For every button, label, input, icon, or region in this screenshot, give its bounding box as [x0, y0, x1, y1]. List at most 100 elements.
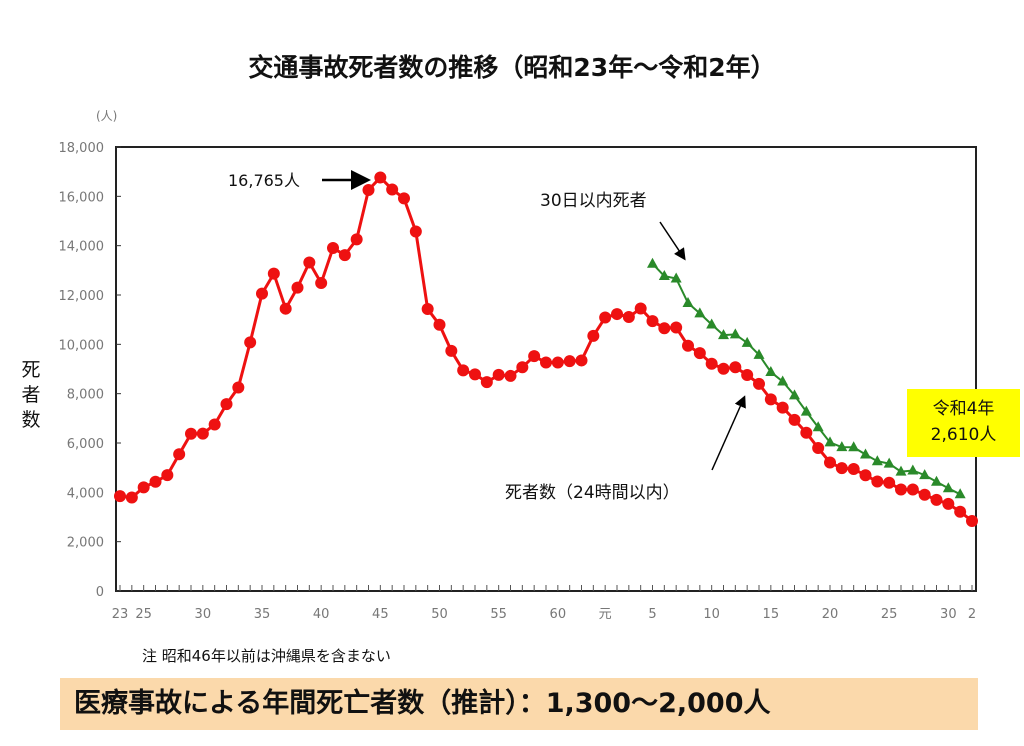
data-point [835, 462, 848, 475]
thirty-day-arrow [659, 221, 686, 261]
x-tick-label: 5 [648, 607, 656, 622]
data-point [220, 398, 233, 411]
y-tick-label: 10,000 [59, 338, 105, 353]
data-point [931, 475, 942, 486]
data-point [279, 302, 292, 315]
data-point [540, 356, 552, 369]
data-point [528, 350, 541, 363]
twenty-four-arrow [711, 395, 746, 471]
data-point [599, 311, 612, 324]
data-point [729, 328, 741, 339]
data-point [647, 257, 658, 268]
y-unit: (人) [96, 109, 117, 123]
data-point [847, 462, 860, 475]
data-point [362, 183, 375, 196]
x-tick-label: 20 [822, 607, 839, 622]
data-point [682, 339, 694, 352]
twenty-four-label: 死者数（24時間以内） [505, 483, 680, 503]
data-point [895, 465, 907, 476]
data-point [658, 270, 670, 281]
data-point [551, 356, 564, 369]
data-point [267, 267, 280, 280]
data-point [563, 355, 576, 368]
data-point [942, 497, 955, 510]
x-tick-label: 35 [254, 607, 271, 622]
data-point [860, 448, 871, 459]
data-point [315, 277, 328, 290]
data-point [682, 297, 694, 308]
data-point [386, 183, 399, 196]
data-point [741, 368, 754, 381]
x-tick-label: 30 [195, 607, 212, 622]
chart-title: 交通事故死者数の推移（昭和23年～令和2年） [248, 53, 776, 82]
data-point [208, 418, 221, 431]
data-point [611, 308, 623, 321]
data-point [942, 482, 954, 493]
data-point [954, 488, 966, 499]
y-tick-label: 4,000 [67, 486, 104, 501]
data-point [350, 233, 363, 246]
data-point [492, 368, 505, 381]
reiwa4-line1: 令和4年 [932, 399, 995, 419]
series-30day [647, 257, 966, 499]
data-point [646, 315, 659, 328]
data-point [291, 281, 304, 294]
x-tick-label: 45 [372, 607, 389, 622]
data-point [788, 413, 801, 426]
data-point [859, 469, 872, 482]
data-point [256, 287, 268, 300]
data-point [457, 364, 470, 377]
data-point [125, 491, 138, 504]
chart: (人) 0 2,000 4,000 6,000 8,000 10,000 12,000 14,… [59, 109, 978, 622]
data-point [966, 514, 978, 527]
data-point [824, 456, 836, 469]
data-point [812, 421, 824, 432]
data-point [848, 441, 860, 452]
data-point [658, 322, 671, 335]
data-point [789, 389, 800, 400]
x-tick-label: 50 [431, 607, 448, 622]
data-point [812, 442, 825, 455]
data-point [883, 476, 896, 489]
data-point [232, 381, 245, 394]
data-point [895, 483, 907, 496]
x-tick-label: 23 [112, 607, 129, 622]
y-tick-label: 0 [96, 585, 104, 600]
data-point [694, 307, 706, 318]
x-tick-label: 15 [763, 607, 780, 622]
data-point [196, 427, 209, 440]
data-point [398, 192, 410, 205]
reiwa4-line2: 2,610人 [930, 425, 997, 445]
data-point [919, 469, 931, 480]
data-point [906, 483, 919, 496]
data-point [634, 302, 647, 315]
data-point [114, 490, 126, 503]
data-point [954, 505, 967, 518]
data-point [409, 225, 422, 238]
data-point [717, 362, 730, 375]
data-point [824, 436, 836, 447]
data-point [800, 405, 812, 416]
x-tick-label: 10 [703, 607, 720, 622]
data-point [587, 329, 600, 342]
data-point [622, 310, 635, 323]
y-tick-label: 6,000 [67, 437, 104, 452]
data-point [776, 401, 789, 414]
x-tick-label: 元 [599, 607, 612, 622]
y-tick-label: 12,000 [59, 289, 105, 304]
thirty-day-label: 30日以内死者 [540, 191, 647, 211]
data-point [871, 475, 884, 488]
data-point [918, 488, 931, 501]
y-tick-label: 2,000 [67, 536, 104, 551]
series-24h [114, 171, 978, 527]
x-tick-label: 30 [940, 607, 957, 622]
reiwa4-callout: 令和4年 2,610人 [907, 389, 1020, 457]
data-point [765, 366, 777, 377]
data-point [871, 455, 883, 466]
data-point [777, 375, 789, 386]
x-tick-label: 55 [490, 607, 507, 622]
data-point [670, 272, 682, 283]
data-point [706, 318, 718, 329]
y-tick-label: 18,000 [59, 141, 105, 156]
